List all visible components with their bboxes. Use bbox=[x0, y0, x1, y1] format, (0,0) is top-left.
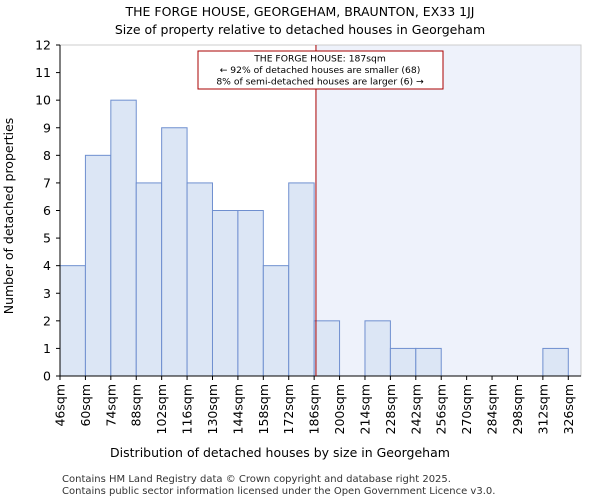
bar-186sqm bbox=[313, 320, 341, 377]
chart-title: THE FORGE HOUSE, GEORGEHAM, BRAUNTON, EX… bbox=[125, 4, 475, 19]
bar-46sqm bbox=[59, 265, 86, 377]
y-tick-label: 10 bbox=[35, 93, 51, 108]
x-axis-label: Distribution of detached houses by size … bbox=[110, 445, 450, 460]
y-tick-label: 12 bbox=[35, 38, 51, 53]
annotation-box: THE FORGE HOUSE: 187sqm ← 92% of detache… bbox=[197, 50, 444, 90]
annotation-border bbox=[197, 50, 444, 90]
y-tick-label: 6 bbox=[43, 203, 51, 218]
annotation-line-1: THE FORGE HOUSE: 187sqm bbox=[253, 54, 386, 65]
x-tick-label: 116sqm bbox=[180, 384, 195, 434]
y-tick-label: 3 bbox=[43, 286, 51, 301]
x-tick-label: 284sqm bbox=[485, 384, 500, 434]
y-tick-label: 9 bbox=[43, 120, 51, 135]
x-tick-label: 200sqm bbox=[332, 384, 347, 434]
x-tick-label: 228sqm bbox=[383, 384, 398, 434]
bar-312sqm bbox=[542, 347, 569, 377]
annotation-line-2: ← 92% of detached houses are smaller (68… bbox=[220, 65, 421, 76]
x-tick-label: 214sqm bbox=[357, 384, 372, 434]
bar-116sqm bbox=[186, 182, 213, 377]
x-tick-label: 172sqm bbox=[281, 384, 296, 434]
y-axis-label: Number of detached properties bbox=[1, 118, 16, 315]
bar-88sqm bbox=[135, 182, 163, 377]
x-tick-label: 158sqm bbox=[256, 384, 271, 434]
x-tick-label: 60sqm bbox=[78, 384, 93, 427]
x-tick-label: 102sqm bbox=[154, 384, 169, 434]
x-tick-label: 298sqm bbox=[510, 384, 525, 434]
x-tick-label: 46sqm bbox=[53, 384, 68, 427]
y-tick-label: 4 bbox=[43, 258, 51, 273]
x-tick-label: 312sqm bbox=[535, 384, 550, 434]
x-tick-label: 186sqm bbox=[307, 384, 322, 434]
y-tick-label: 2 bbox=[43, 313, 51, 328]
bar-214sqm bbox=[364, 320, 391, 377]
bar-228sqm bbox=[389, 347, 417, 377]
x-tick-label: 88sqm bbox=[129, 384, 144, 427]
x-tick-label: 326sqm bbox=[561, 384, 576, 434]
y-tick-label: 8 bbox=[43, 148, 51, 163]
bar-60sqm bbox=[84, 154, 112, 377]
y-tick-label: 5 bbox=[43, 231, 51, 246]
bar-130sqm bbox=[211, 210, 239, 377]
x-tick-label: 242sqm bbox=[408, 384, 423, 434]
bar-158sqm bbox=[262, 265, 290, 377]
bar-102sqm bbox=[161, 127, 188, 377]
y-tick-label: 11 bbox=[35, 65, 51, 80]
annotation-line-3: 8% of semi-detached houses are larger (6… bbox=[216, 77, 424, 88]
larger-region bbox=[315, 45, 581, 376]
footer-line-1: Contains HM Land Registry data © Crown c… bbox=[62, 474, 451, 485]
y-tick-label: 0 bbox=[43, 369, 51, 384]
y-tick-label: 7 bbox=[43, 175, 51, 190]
bar-144sqm bbox=[237, 210, 264, 377]
bar-242sqm bbox=[415, 347, 442, 377]
bar-172sqm bbox=[288, 182, 315, 377]
x-tick-label: 144sqm bbox=[230, 384, 245, 434]
x-tick-label: 256sqm bbox=[434, 384, 449, 434]
footer-line-2: Contains public sector information licen… bbox=[62, 486, 495, 497]
x-tick-label: 74sqm bbox=[103, 384, 118, 427]
y-tick-label: 1 bbox=[43, 341, 51, 356]
x-tick-label: 130sqm bbox=[205, 384, 220, 434]
bar-74sqm bbox=[110, 99, 137, 377]
x-tick-label: 270sqm bbox=[459, 384, 474, 434]
chart-subtitle: Size of property relative to detached ho… bbox=[115, 22, 485, 37]
